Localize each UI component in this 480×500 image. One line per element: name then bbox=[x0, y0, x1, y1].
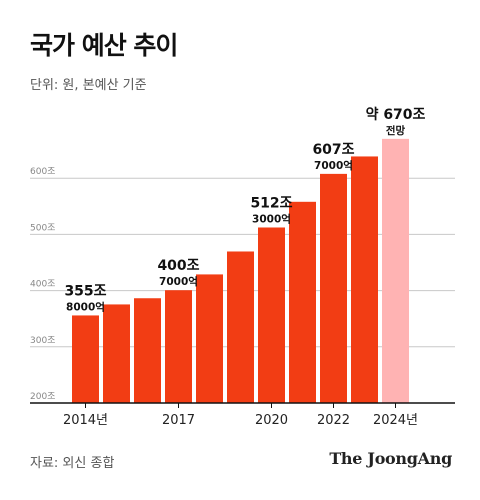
source-note: 자료: 외신 종합 bbox=[30, 456, 115, 471]
x-tick-label: 2017 bbox=[162, 413, 195, 428]
bar bbox=[103, 304, 130, 403]
y-tick-label: 400조 bbox=[30, 280, 55, 290]
data-label: 355조 bbox=[64, 283, 106, 299]
x-tick-label: 2014년 bbox=[63, 413, 108, 428]
x-tick-label: 2024년 bbox=[373, 413, 418, 428]
chart-subtitle: 단위: 원, 본예산 기준 bbox=[30, 78, 147, 93]
bar bbox=[320, 173, 347, 403]
y-tick-label: 500조 bbox=[30, 223, 55, 233]
data-label: 400조 bbox=[157, 258, 199, 274]
bar bbox=[227, 251, 254, 403]
data-label: 약 670조 bbox=[366, 106, 426, 123]
bar bbox=[134, 298, 161, 403]
data-label-sub: 3000억 bbox=[252, 213, 291, 225]
bar bbox=[196, 274, 223, 403]
y-tick-label: 600조 bbox=[30, 167, 55, 177]
x-tick-label: 2022 bbox=[317, 413, 350, 428]
bar bbox=[289, 201, 316, 403]
bar bbox=[351, 156, 378, 403]
data-label-sub: 8000억 bbox=[66, 301, 105, 313]
bar bbox=[258, 227, 285, 403]
x-tick-label: 2020 bbox=[255, 413, 288, 428]
data-label-sub: 7000억 bbox=[159, 276, 198, 288]
data-label-sub: 전망 bbox=[386, 124, 406, 137]
bar bbox=[165, 290, 192, 403]
data-label: 607조 bbox=[312, 142, 354, 158]
bar bbox=[72, 315, 99, 403]
chart-title: 국가 예산 추이 bbox=[30, 31, 178, 60]
y-tick-label: 200조 bbox=[30, 392, 55, 402]
bar bbox=[382, 138, 409, 404]
brand-logo: The JoongAng bbox=[329, 449, 452, 468]
y-tick-label: 300조 bbox=[30, 336, 55, 346]
data-label-sub: 7000억 bbox=[314, 160, 353, 172]
data-label: 512조 bbox=[250, 195, 292, 211]
